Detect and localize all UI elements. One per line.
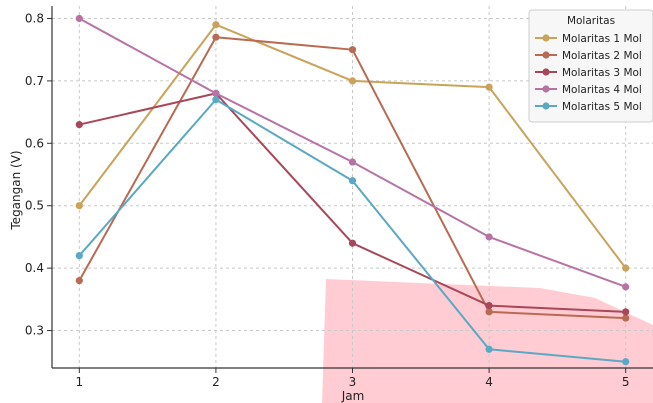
data-point [622, 358, 630, 366]
legend: Molaritas Molaritas 1 Mol Molaritas 2 Mol… [528, 9, 653, 123]
tick-labels: 1 2 3 4 5 0.3 0.4 0.5 0.6 0.7 0.8 [25, 11, 630, 389]
legend-label: Molaritas 4 Mol [562, 84, 642, 96]
data-point [212, 96, 220, 104]
legend-swatch-marker [542, 51, 550, 59]
series-4 [75, 14, 630, 291]
data-point [212, 33, 220, 41]
data-point [348, 239, 357, 247]
data-point [75, 252, 83, 260]
y-axis-label: Tegangan (V) [9, 150, 23, 230]
data-point [485, 233, 493, 241]
series-2 [75, 33, 630, 322]
legend-item: Molaritas 1 Mol [535, 33, 642, 45]
data-point [485, 345, 493, 353]
legend-items: Molaritas 1 Mol Molaritas 2 Mol Molaritas … [535, 33, 642, 113]
data-point [75, 202, 83, 210]
data-point [348, 77, 357, 85]
x-tick-label: 1 [75, 375, 83, 389]
data-point [622, 314, 630, 322]
x-tick-label: 5 [622, 375, 630, 389]
data-point [622, 283, 630, 291]
data-point [212, 89, 220, 97]
y-tick-label: 0.4 [25, 261, 44, 275]
data-point [485, 301, 493, 310]
data-point [485, 83, 493, 91]
data-point [75, 277, 83, 285]
legend-swatch-marker [542, 102, 550, 110]
legend-item: Molaritas 2 Mol [535, 50, 642, 62]
y-tick-label: 0.8 [25, 11, 44, 25]
legend-title: Molaritas [567, 15, 615, 27]
legend-swatch-marker [542, 85, 550, 93]
legend-label: Molaritas 2 Mol [562, 50, 642, 62]
legend-item: Molaritas 5 Mol [535, 101, 642, 113]
legend-label: Molaritas 5 Mol [562, 101, 642, 113]
data-point [622, 264, 630, 272]
x-tick-label: 3 [349, 375, 357, 389]
series-lines [75, 14, 630, 366]
legend-label: Molaritas 1 Mol [562, 33, 642, 45]
data-point [348, 46, 357, 54]
series-1 [75, 21, 630, 272]
data-point [75, 120, 83, 129]
legend-item: Molaritas 4 Mol [535, 84, 642, 96]
legend-box [528, 9, 653, 123]
legend-swatch-marker [542, 68, 550, 76]
legend-swatch-marker [542, 34, 550, 42]
x-axis-label: Jam [341, 389, 365, 403]
y-tick-label: 0.7 [25, 74, 44, 88]
x-tick-label: 2 [212, 375, 220, 389]
data-point [348, 177, 357, 185]
y-tick-label: 0.6 [25, 136, 44, 150]
data-point [348, 158, 357, 166]
data-point [75, 14, 83, 23]
x-tick-label: 4 [485, 375, 493, 389]
y-tick-label: 0.5 [25, 199, 44, 213]
data-point [485, 308, 493, 316]
data-point [212, 21, 220, 29]
legend-label: Molaritas 3 Mol [562, 67, 642, 79]
series-5 [75, 96, 630, 366]
axes [47, 6, 653, 373]
y-tick-label: 0.3 [25, 324, 44, 338]
data-point [622, 308, 630, 316]
legend-item: Molaritas 3 Mol [535, 67, 642, 79]
